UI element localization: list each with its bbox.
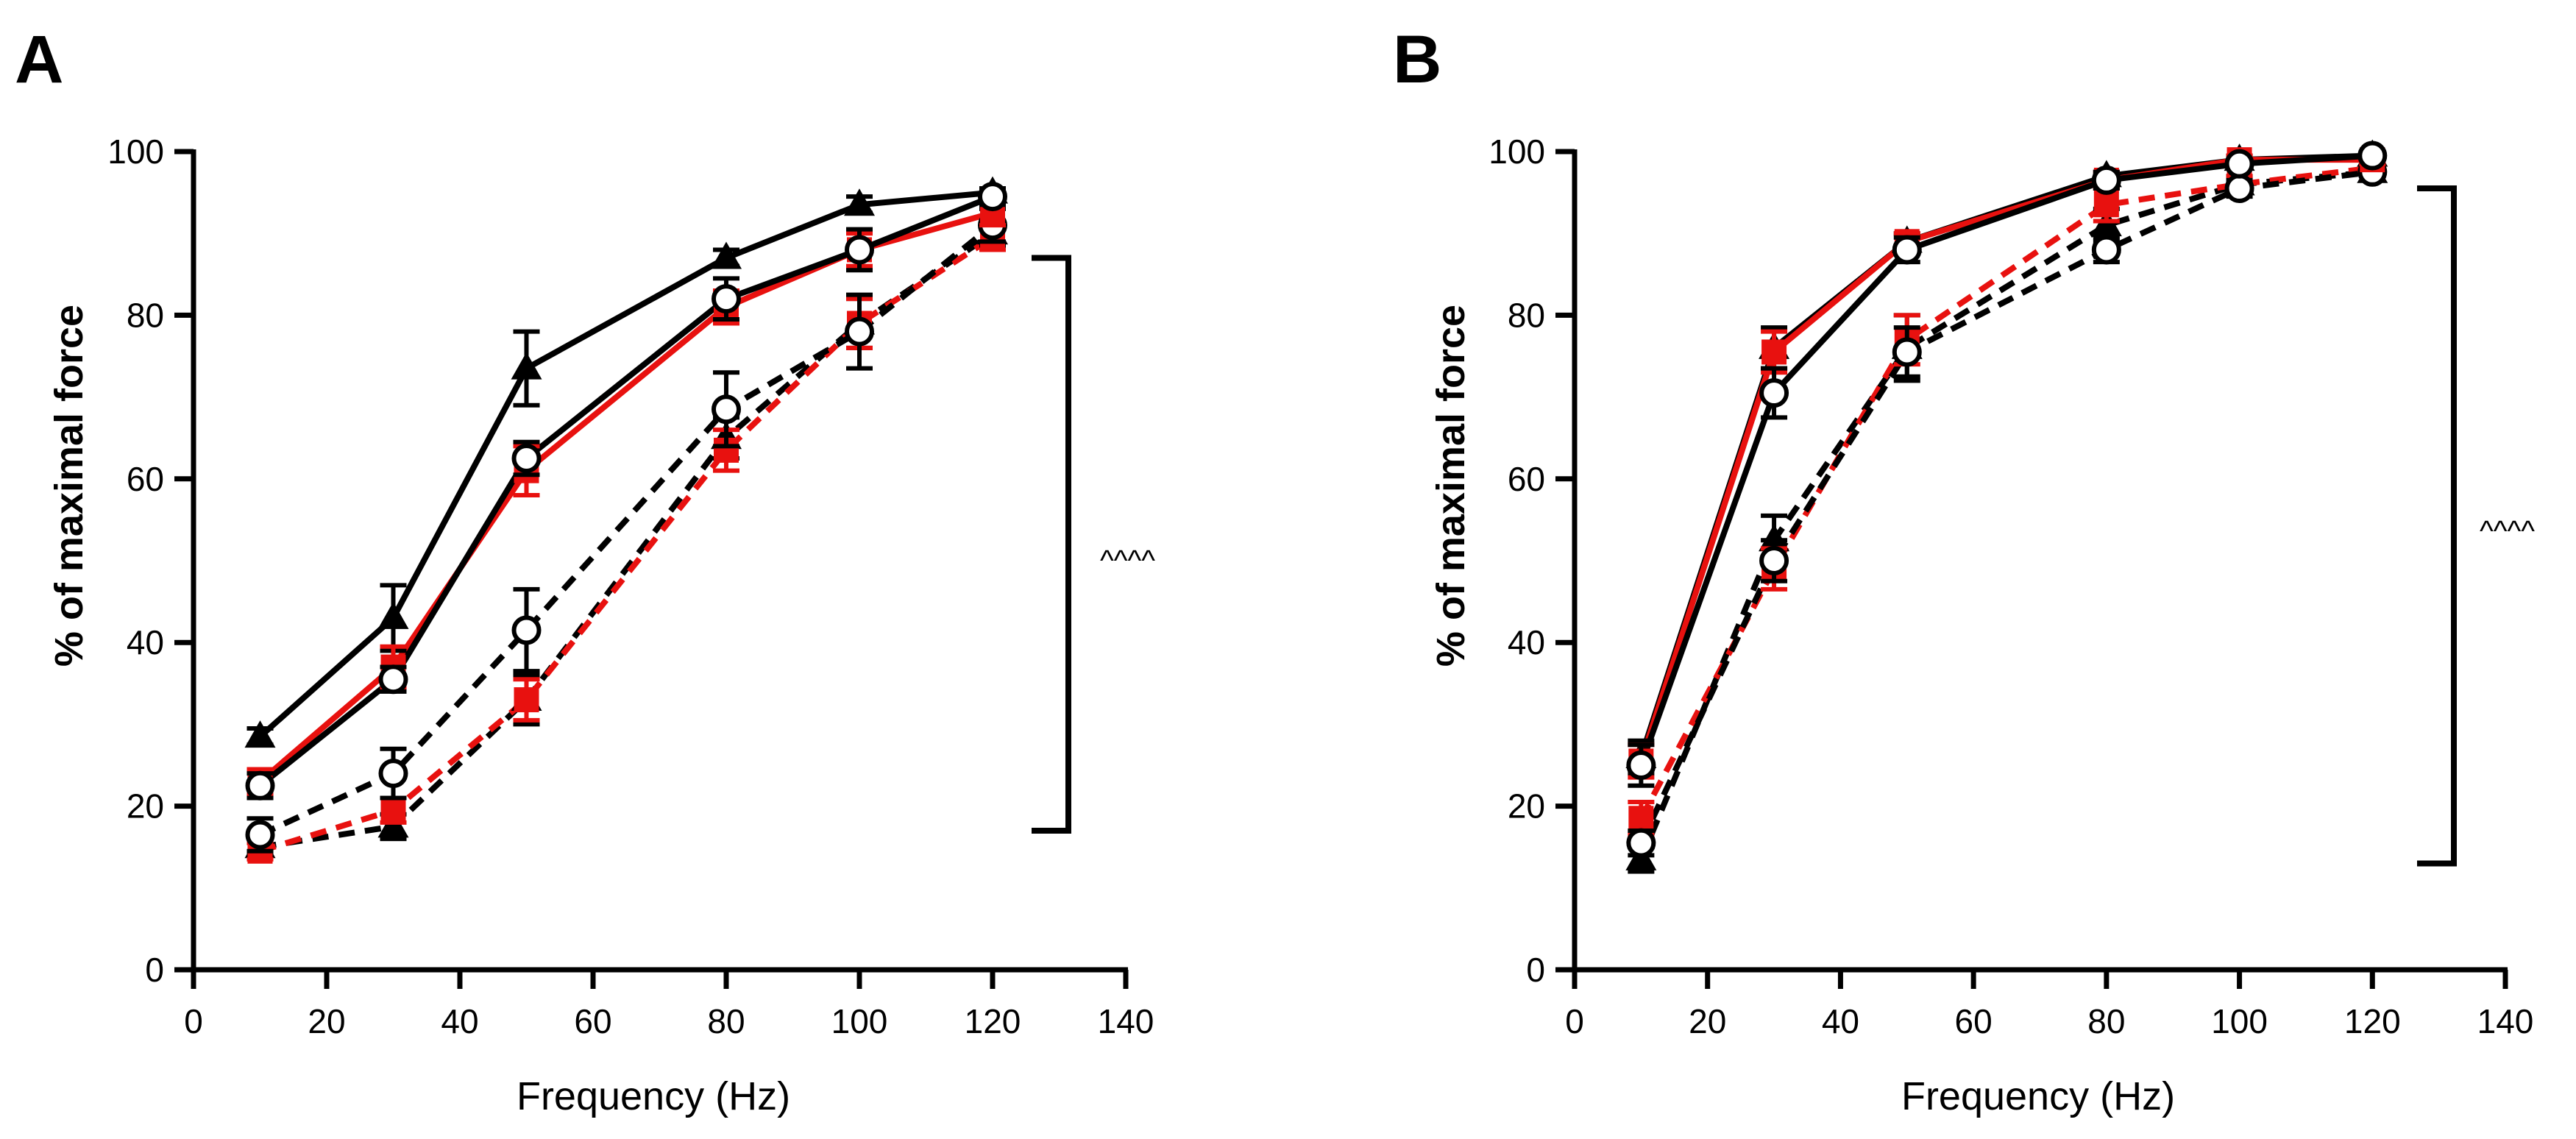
- panel-b-x-tick-label: 100: [2211, 1002, 2268, 1040]
- panel-a-x-axis-title: Frequency (Hz): [517, 1074, 790, 1118]
- panel-a-series-2-point: [980, 184, 1005, 209]
- panel-b-y-tick-label: 100: [1489, 132, 1545, 171]
- panel-b-series-2-point: [1628, 753, 1653, 778]
- panel-b-series-5-point: [1895, 339, 1920, 364]
- panel-b-series-5-point: [1761, 548, 1786, 573]
- panel-b-y-tick-label: 20: [1508, 787, 1545, 826]
- panel-a-y-tick-label: 100: [107, 132, 164, 171]
- panel-b-x-tick-label: 120: [2344, 1002, 2401, 1040]
- panel-a-series-2-point: [847, 237, 872, 262]
- panel-b-series-2-point: [2360, 143, 2385, 168]
- panel-b-significance-bracket: [2417, 188, 2454, 863]
- panel-a-x-tick-label: 40: [441, 1002, 478, 1040]
- panel-a-series-5-line: [260, 225, 993, 834]
- panel-a-series-2-point: [514, 446, 539, 471]
- panel-a-series-0-line: [260, 193, 993, 737]
- panel-a-x-tick-label: 140: [1098, 1002, 1154, 1040]
- panel-b-plot: 0 20 40 60 80 100 0 20 40 60 80 100 120 140: [1489, 132, 2533, 1040]
- panel-b-significance-label: ^^^^: [2480, 515, 2535, 547]
- panel-a-series-5-point: [714, 397, 739, 422]
- panel-a-series-4-point: [514, 687, 539, 712]
- panel-b-x-tick-label: 20: [1689, 1002, 1726, 1040]
- panel-a-y-tick-label: 60: [127, 460, 164, 498]
- panel-b-y-tick-label: 80: [1508, 296, 1545, 334]
- panel-b-series-2-line: [1641, 156, 2372, 765]
- panel-b-x-axis-title: Frequency (Hz): [1901, 1074, 2175, 1118]
- panel-a-x-tick-label: 80: [707, 1002, 745, 1040]
- panel-b-x-tick-label: 0: [1565, 1002, 1584, 1040]
- panel-b-x-tick-label: 140: [2477, 1002, 2534, 1040]
- panel-b-x-tick-label: 60: [1955, 1002, 1993, 1040]
- panel-b-series-4-line: [1641, 168, 2372, 818]
- panel-a-y-axis-title: % of maximal force: [47, 305, 91, 667]
- panel-a-x-tick-label: 0: [184, 1002, 203, 1040]
- panel-a-x-tick-label: 100: [831, 1002, 888, 1040]
- panel-a-series-5-point: [514, 618, 539, 643]
- panel-b-series-2-point: [1761, 380, 1786, 405]
- panel-a-plot: 0 20 40 60 80 100 0 20 40 60 80 100 120 140: [107, 132, 1154, 1040]
- panel-a-series-2-point: [714, 286, 739, 311]
- panel-b-series-4-point: [2094, 192, 2119, 217]
- panel-a: A Frequency (Hz) % of maximal force ^^^^…: [15, 22, 1155, 1118]
- panel-a-series-0-point: [378, 602, 409, 629]
- panel-b-y-tick-label: 60: [1508, 460, 1545, 498]
- panel-a-series-5-point: [847, 319, 872, 344]
- panel-a-y-tick-label: 40: [127, 623, 164, 661]
- panel-a-series-2-point: [248, 773, 273, 798]
- panel-b-series-4-point: [1628, 806, 1653, 831]
- panel-a-series-4-point: [381, 798, 406, 823]
- panel-b-y-tick-label: 0: [1526, 951, 1545, 989]
- panel-b-series-2-point: [2227, 152, 2252, 177]
- panel-a-y-tick-label: 80: [127, 296, 164, 334]
- panel-a-series-4-line: [260, 238, 993, 851]
- panel-b-series-2-point: [1895, 237, 1920, 262]
- panel-a-series-2-point: [381, 667, 406, 692]
- panel-b-series-5-point: [1628, 831, 1653, 856]
- panel-b-series-5-point: [2227, 176, 2252, 201]
- figure: A Frequency (Hz) % of maximal force ^^^^…: [0, 0, 2576, 1139]
- panel-b-series-2-point: [2094, 168, 2119, 193]
- panel-a-series-2-line: [260, 196, 993, 786]
- panel-b: B Frequency (Hz) % of maximal force ^^^^…: [1393, 22, 2535, 1118]
- panel-a-series-0-point: [511, 352, 542, 380]
- panel-a-y-tick-label: 0: [145, 951, 164, 989]
- panel-a-series-5-point: [381, 761, 406, 786]
- panel-a-series-5-point: [248, 823, 273, 848]
- panel-b-x-tick-label: 80: [2087, 1002, 2125, 1040]
- panel-a-significance-bracket: [1032, 258, 1068, 831]
- panel-b-letter: B: [1393, 22, 1441, 97]
- panel-a-y-tick-label: 20: [127, 787, 164, 826]
- panel-a-series-3-line: [260, 233, 993, 847]
- panel-a-x-tick-label: 20: [308, 1002, 345, 1040]
- panel-a-x-tick-label: 120: [965, 1002, 1021, 1040]
- panel-a-significance-label: ^^^^: [1100, 544, 1155, 577]
- panel-b-y-tick-label: 40: [1508, 623, 1545, 661]
- panel-b-x-tick-label: 40: [1822, 1002, 1859, 1040]
- panel-a-letter: A: [15, 22, 63, 97]
- panel-b-y-axis-title: % of maximal force: [1429, 305, 1473, 667]
- panel-a-x-tick-label: 60: [574, 1002, 611, 1040]
- panel-b-series-1-point: [1761, 339, 1786, 364]
- panel-b-series-5-point: [2094, 237, 2119, 262]
